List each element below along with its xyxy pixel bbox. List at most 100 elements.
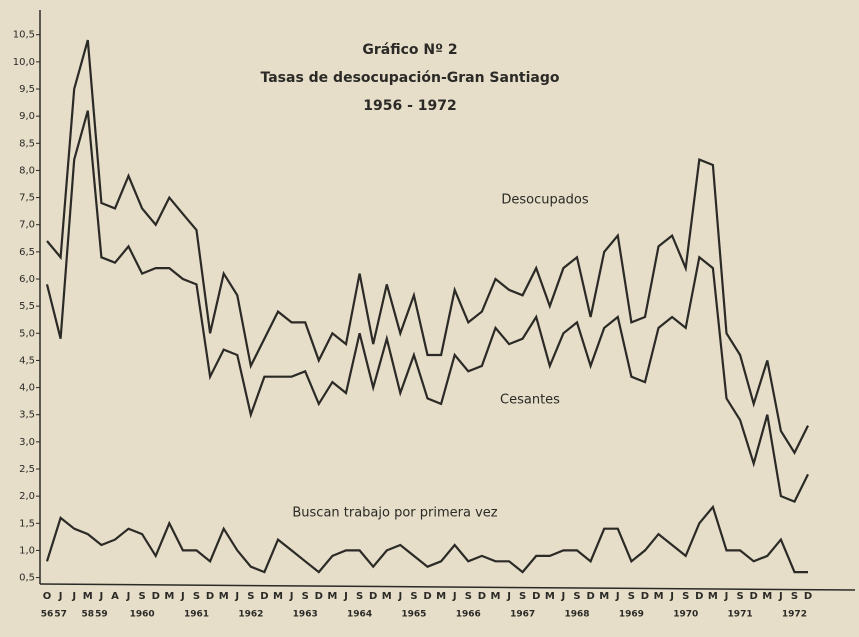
y-tick-label: 10,5: [13, 30, 35, 41]
x-tick-label: D: [641, 591, 649, 602]
x-tick-label: J: [343, 591, 348, 602]
x-tick-label: J: [234, 591, 239, 602]
year-label: 1966: [456, 610, 481, 620]
y-tick-label: 6,0: [19, 274, 35, 285]
x-tick-label: D: [260, 591, 268, 602]
year-label: 58: [82, 610, 95, 620]
x-tick-label: S: [465, 591, 472, 602]
x-tick-label: M: [273, 591, 283, 602]
x-tick-label: O: [43, 591, 52, 602]
year-label: 1970: [673, 610, 698, 620]
year-label: 57: [54, 610, 67, 620]
series-label: Desocupados: [501, 193, 589, 208]
x-tick-label: D: [586, 591, 594, 602]
x-tick-label: J: [778, 591, 783, 602]
y-tick-label: 7,5: [19, 193, 35, 204]
x-tick-label: M: [599, 591, 609, 602]
y-tick-label: 9,5: [19, 84, 35, 95]
chart-period: 1956 - 1972: [363, 98, 457, 114]
series-line: [45, 504, 808, 574]
x-tick-label: M: [762, 591, 772, 602]
y-tick-label: 10,0: [13, 57, 35, 68]
y-tick-label: 1,5: [19, 518, 35, 529]
x-tick-label: A: [111, 591, 119, 602]
x-tick-label: M: [490, 591, 500, 602]
x-tick-label: M: [219, 591, 229, 602]
year-label: 1960: [130, 610, 155, 620]
x-tick-label: D: [206, 591, 214, 602]
x-tick-label: J: [669, 591, 674, 602]
x-tick-label: J: [397, 591, 402, 602]
year-label: 1969: [619, 610, 644, 620]
year-label: 1965: [401, 610, 426, 620]
x-axis: [39, 583, 856, 591]
x-tick-label: D: [532, 591, 540, 602]
x-tick-label: D: [315, 591, 323, 602]
year-label: 1971: [728, 610, 753, 620]
y-tick-label: 9,0: [19, 111, 35, 122]
x-tick-label: M: [327, 591, 337, 602]
x-tick-label: D: [695, 591, 703, 602]
x-tick-label: D: [478, 591, 486, 602]
y-tick-label: 2,0: [19, 491, 35, 502]
x-tick-label: S: [356, 591, 363, 602]
x-tick-label: S: [628, 591, 635, 602]
x-tick-label: S: [139, 591, 146, 602]
x-tick-label: S: [519, 591, 526, 602]
series-label: Cesantes: [500, 393, 560, 408]
x-tick-label: J: [452, 591, 457, 602]
x-tick-label: J: [289, 591, 294, 602]
x-tick-label: S: [302, 591, 309, 602]
x-tick-label: J: [561, 591, 566, 602]
y-tick-label: 6,5: [19, 247, 35, 258]
y-tick-label: 4,0: [19, 383, 35, 394]
x-tick-label: D: [750, 591, 758, 602]
x-tick-label: M: [382, 591, 392, 602]
x-tick-label: J: [724, 591, 729, 602]
x-tick-label: J: [71, 591, 76, 602]
x-tick-label: D: [369, 591, 377, 602]
x-tick-label: S: [682, 591, 689, 602]
x-tick-label: M: [436, 591, 446, 602]
x-tick-label: J: [506, 591, 511, 602]
year-label: 56: [41, 610, 54, 620]
x-tick-label: M: [164, 591, 174, 602]
x-tick-label: J: [180, 591, 185, 602]
x-tick-label: M: [83, 591, 93, 602]
y-tick-label: 8,0: [19, 165, 35, 176]
year-label: 1962: [238, 610, 263, 620]
year-label: 1964: [347, 610, 372, 620]
x-tick-label: J: [98, 591, 103, 602]
y-tick-label: 7,0: [19, 220, 35, 231]
y-tick-label: 3,5: [19, 410, 35, 421]
y-tick-label: 8,5: [19, 138, 35, 149]
y-tick-label: 2,5: [19, 464, 35, 475]
series-line: [45, 110, 809, 504]
x-tick-label: D: [152, 591, 160, 602]
y-tick-label: 3,0: [19, 437, 35, 448]
y-tick-label: 0,5: [19, 573, 35, 584]
y-tick-label: 5,0: [19, 328, 35, 339]
year-label: 1972: [782, 610, 807, 620]
x-tick-label: D: [423, 591, 431, 602]
year-label: 1961: [184, 610, 209, 620]
x-tick-label: J: [58, 591, 63, 602]
x-tick-label: J: [615, 591, 620, 602]
year-label: 1968: [564, 610, 589, 620]
x-tick-label: S: [193, 591, 200, 602]
year-label: 1963: [293, 610, 318, 620]
x-tick-label: S: [736, 591, 743, 602]
x-tick-label: D: [804, 591, 812, 602]
year-label: 59: [95, 610, 108, 620]
x-tick-label: S: [247, 591, 254, 602]
x-tick-label: J: [126, 591, 131, 602]
x-tick-label: M: [545, 591, 555, 602]
x-tick-label: S: [791, 591, 798, 602]
y-tick-label: 4,5: [19, 355, 35, 366]
x-tick-label: M: [654, 591, 664, 602]
chart-title: Gráfico Nº 2: [362, 42, 457, 58]
year-label: 1967: [510, 610, 535, 620]
series-label: Buscan trabajo por primera vez: [292, 506, 497, 521]
